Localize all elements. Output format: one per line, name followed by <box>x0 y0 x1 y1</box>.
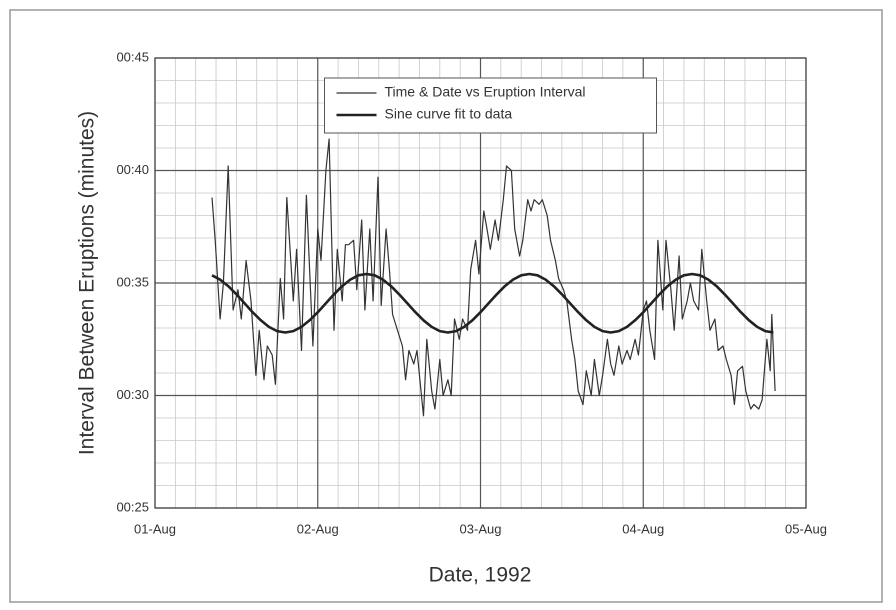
y-tick-label: 00:45 <box>116 49 149 64</box>
y-tick-label: 00:40 <box>116 162 149 177</box>
y-tick-label: 00:30 <box>116 387 149 402</box>
y-tick-label: 00:35 <box>116 274 149 289</box>
x-tick-label: 02-Aug <box>297 521 339 536</box>
x-tick-label: 05-Aug <box>785 521 827 536</box>
x-tick-label: 01-Aug <box>134 521 176 536</box>
line <box>211 138 776 417</box>
x-tick-label: 03-Aug <box>460 521 502 536</box>
plot-area <box>154 57 807 509</box>
legend-label: Time & Date vs Eruption Interval <box>385 84 586 100</box>
x-tick-label: 04-Aug <box>622 521 664 536</box>
y-axis-label: Interval Between Eruptions (minutes) <box>76 111 99 455</box>
line <box>211 272 774 334</box>
y-tick-label: 00:25 <box>116 499 149 514</box>
legend-label: Sine curve fit to data <box>385 106 513 122</box>
x-axis-label: Date, 1992 <box>429 564 532 587</box>
legend-box <box>324 77 657 134</box>
